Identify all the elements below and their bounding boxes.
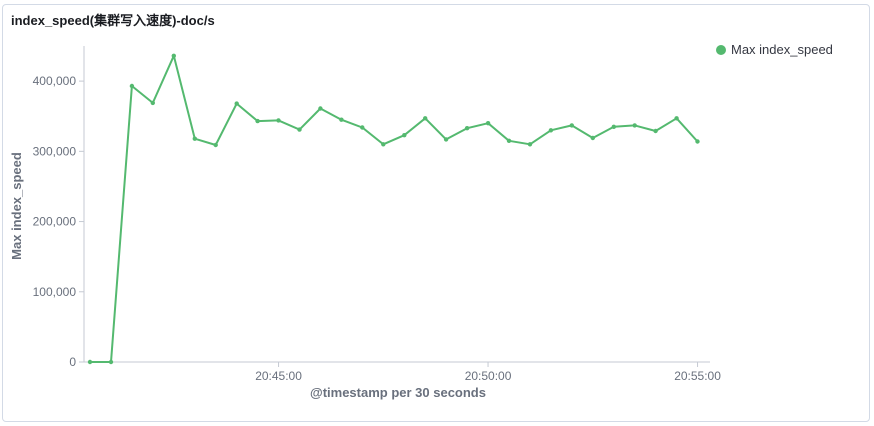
x-tick-label: 20:55:00 bbox=[674, 369, 721, 383]
data-point bbox=[129, 83, 135, 89]
data-point bbox=[381, 142, 386, 147]
x-tick-label: 20:50:00 bbox=[465, 369, 512, 383]
data-point bbox=[485, 121, 491, 126]
data-point bbox=[150, 100, 155, 106]
data-point bbox=[339, 117, 344, 122]
data-point bbox=[297, 127, 302, 132]
data-point bbox=[234, 101, 239, 106]
data-point bbox=[87, 359, 93, 365]
y-tick-label: 400,000 bbox=[33, 74, 77, 88]
y-axis-title: Max index_speed bbox=[9, 152, 24, 260]
y-tick-label: 200,000 bbox=[33, 215, 77, 229]
data-point bbox=[653, 128, 658, 134]
data-point bbox=[695, 139, 700, 144]
data-point bbox=[318, 106, 323, 111]
data-point bbox=[213, 142, 218, 148]
x-tick-label: 20:45:00 bbox=[255, 369, 302, 383]
data-point bbox=[192, 136, 197, 141]
data-point bbox=[255, 118, 260, 124]
data-point bbox=[464, 126, 470, 131]
data-point bbox=[423, 116, 428, 121]
data-point bbox=[632, 123, 637, 128]
data-point bbox=[674, 116, 679, 121]
visualization-panel: index_speed(集群写入速度)-doc/s bbox=[2, 4, 870, 422]
data-point bbox=[360, 125, 365, 130]
y-tick-label: 300,000 bbox=[33, 144, 77, 158]
data-point bbox=[527, 142, 533, 147]
circle-legend-icon bbox=[716, 44, 726, 55]
data-point bbox=[402, 133, 407, 138]
data-point bbox=[276, 118, 281, 123]
data-point bbox=[506, 138, 512, 143]
legend-item-max-index-speed[interactable]: Max index_speed bbox=[716, 42, 833, 57]
data-point bbox=[443, 137, 449, 142]
data-point bbox=[569, 123, 574, 128]
data-point bbox=[171, 53, 176, 58]
data-point bbox=[611, 124, 616, 129]
y-tick-label: 0 bbox=[69, 355, 76, 369]
x-axis-title: @timestamp per 30 seconds bbox=[310, 385, 486, 400]
legend-label: Max index_speed bbox=[731, 42, 833, 57]
series-line bbox=[90, 54, 699, 363]
data-point bbox=[548, 128, 554, 133]
y-tick-label: 100,000 bbox=[33, 285, 77, 299]
data-point bbox=[108, 359, 114, 365]
panel-title: index_speed(集群写入速度)-doc/s bbox=[11, 13, 215, 28]
data-point bbox=[590, 135, 595, 141]
